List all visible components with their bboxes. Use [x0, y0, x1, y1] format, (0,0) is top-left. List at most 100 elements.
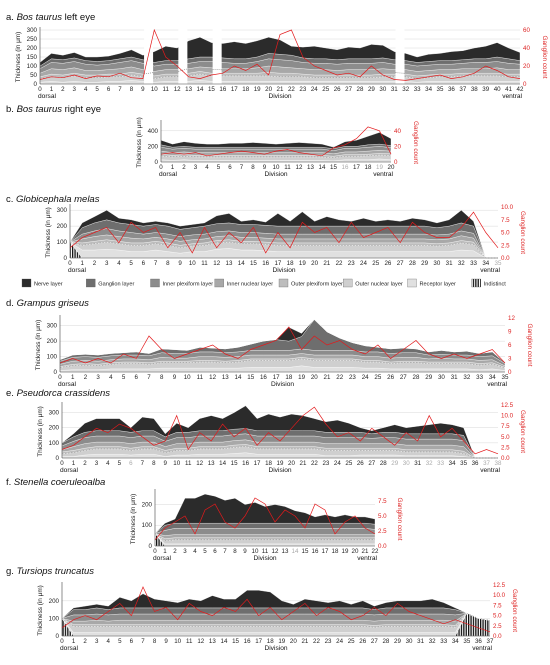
- x-tick-label: 28: [413, 374, 420, 381]
- x-tick-label: 20: [265, 86, 272, 93]
- x-tick-label: 12: [272, 548, 279, 555]
- x-tick-label: 16: [244, 638, 251, 645]
- layer-boundary: [154, 533, 375, 541]
- x-tick-label: 39: [482, 86, 489, 93]
- legend-label: Outer plexiform layer: [291, 282, 343, 288]
- y2-axis-title: Ganglion count: [396, 498, 403, 541]
- x-tick-label: 25: [374, 374, 381, 381]
- y2-tick-label: 10.0: [493, 592, 506, 599]
- x-tick-label: 23: [348, 260, 355, 267]
- ventral-label: ventral: [502, 93, 522, 100]
- x-tick-label: 4: [205, 164, 209, 171]
- x-tick-label: 20: [388, 164, 395, 171]
- y2-tick-label: 0: [508, 369, 512, 376]
- y2-tick-label: 7.5: [501, 423, 510, 430]
- x-tick-label: 11: [284, 164, 291, 171]
- x-tick-label: 24: [334, 460, 341, 467]
- x-tick-label: 22: [336, 374, 343, 381]
- legend-swatch: [86, 278, 96, 288]
- x-tick-label: 23: [325, 638, 332, 645]
- layer-boundary: [61, 612, 491, 628]
- x-tick-label: 21: [277, 86, 284, 93]
- x-tick-label: 17: [274, 260, 281, 267]
- y-axis-title: Thickness (in μm): [130, 494, 137, 545]
- x-tick-label: 35: [437, 86, 444, 93]
- x-tick-label: 13: [185, 86, 192, 93]
- x-tick-label: 31: [417, 638, 424, 645]
- x-tick-label: 5: [118, 460, 122, 467]
- y-tick-label: 0: [64, 255, 68, 262]
- dorsal-label: dorsal: [68, 267, 86, 274]
- x-tick-label: 10: [184, 374, 191, 381]
- panel-label: b.: [6, 104, 17, 115]
- legend-swatch: [278, 278, 289, 288]
- x-tick-label: 15: [330, 164, 337, 171]
- x-tick-label: 0: [60, 460, 64, 467]
- x-tick-label: 15: [302, 548, 309, 555]
- x-tick-label: 21: [323, 260, 330, 267]
- x-tick-label: 37: [487, 638, 494, 645]
- y2-tick-label: 2.5: [493, 623, 502, 630]
- data-gap: [178, 26, 188, 85]
- dorsal-label: dorsal: [58, 381, 76, 388]
- x-tick-label: 33: [470, 260, 477, 267]
- x-tick-label: 32: [463, 374, 470, 381]
- y2-tick-label: 0.0: [378, 543, 387, 550]
- x-tick-label: 1: [171, 164, 175, 171]
- y2-tick-label: 0.0: [501, 255, 510, 262]
- legend-label: Inner nuclear layer: [227, 282, 273, 288]
- legend-label: Inner plexiform layer: [163, 282, 214, 288]
- x-tick-label: 22: [311, 460, 318, 467]
- x-tick-label: 42: [517, 86, 524, 93]
- y2-tick-label: 5.0: [493, 613, 502, 620]
- data-gap: [395, 26, 405, 85]
- panel-label: f.: [6, 477, 14, 488]
- x-tick-label: 7: [240, 164, 244, 171]
- ventral-label: ventral: [487, 381, 507, 388]
- y-tick-label: 300: [47, 323, 58, 330]
- x-tick-label: 2: [93, 260, 97, 267]
- y2-tick-label: 0: [394, 159, 398, 166]
- gap-connector: [178, 68, 188, 72]
- x-axis-title: Division: [272, 267, 295, 274]
- species-name: Grampus griseus: [17, 298, 90, 309]
- species-name: Globicephala melas: [16, 194, 100, 205]
- x-tick-label: 1: [163, 548, 167, 555]
- y2-tick-label: 40: [394, 128, 401, 135]
- x-tick-label: 15: [247, 374, 254, 381]
- x-tick-label: 21: [301, 638, 308, 645]
- x-tick-label: 8: [233, 548, 237, 555]
- layer-boundary: [39, 73, 520, 79]
- x-tick-label: 5: [203, 548, 207, 555]
- x-tick-label: 14: [238, 260, 245, 267]
- x-tick-label: 22: [336, 260, 343, 267]
- x-tick-label: 20: [352, 548, 359, 555]
- x-tick-label: 11: [201, 260, 208, 267]
- x-tick-label: 19: [277, 460, 284, 467]
- y-tick-label: 200: [57, 223, 68, 230]
- x-tick-label: 29: [391, 460, 398, 467]
- x-tick-label: 33: [414, 86, 421, 93]
- y2-tick-label: 10.0: [501, 204, 514, 211]
- y2-tick-label: 40: [523, 45, 530, 52]
- x-tick-label: 10: [189, 260, 196, 267]
- x-tick-label: 7: [223, 548, 227, 555]
- x-tick-label: 23: [299, 86, 306, 93]
- x-tick-label: 6: [213, 548, 217, 555]
- x-tick-label: 9: [164, 460, 168, 467]
- x-tick-label: 29: [394, 638, 401, 645]
- x-axis-title: Division: [264, 171, 287, 178]
- legend-swatch: [21, 278, 32, 288]
- x-tick-label: 6: [135, 374, 139, 381]
- x-tick-label: 20: [288, 460, 295, 467]
- y2-tick-label: 20: [394, 143, 401, 150]
- ganglion-count-line: [69, 211, 499, 254]
- y-axis-title: Thickness (in μm): [15, 32, 22, 83]
- x-tick-label: 7: [118, 86, 122, 93]
- x-tick-label: 17: [231, 86, 238, 93]
- x-tick-label: 8: [153, 638, 157, 645]
- x-tick-label: 32: [402, 86, 409, 93]
- x-tick-label: 21: [300, 460, 307, 467]
- x-tick-label: 33: [476, 374, 483, 381]
